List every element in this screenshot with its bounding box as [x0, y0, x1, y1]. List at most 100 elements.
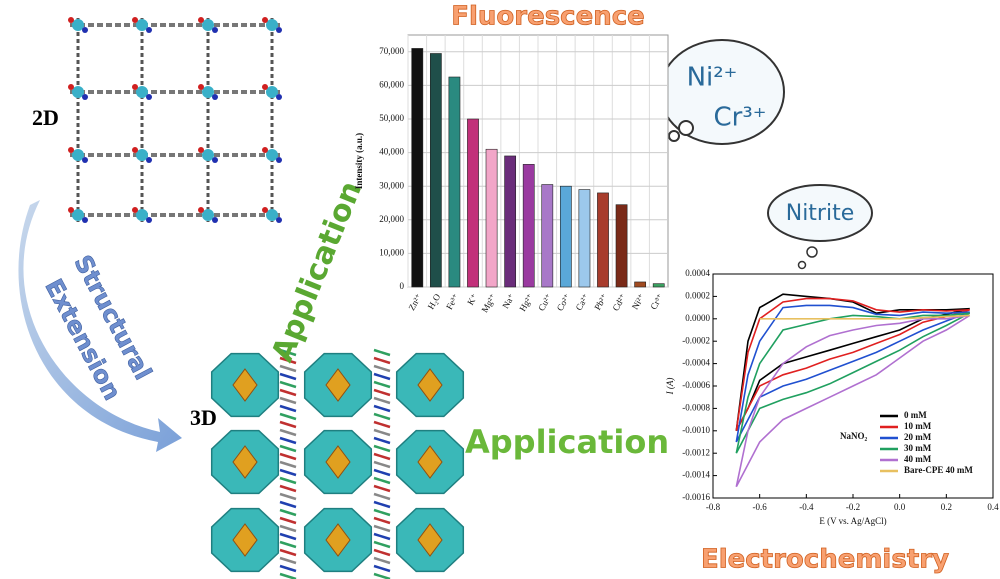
cv-curve: [735, 304, 970, 443]
legend-label: Bare-CPE 40 mM: [904, 465, 973, 475]
oxygen: [198, 207, 204, 213]
ligand: [279, 484, 297, 493]
oxygen: [262, 207, 268, 213]
y-tick-label: 0.0004: [685, 268, 710, 278]
oxygen: [198, 147, 204, 153]
ligand: [279, 396, 297, 405]
ligand: [373, 484, 391, 493]
ligand: [373, 412, 391, 421]
legend: [876, 408, 986, 480]
electrochemistry-chart: -0.8 -0.6 -0.4 -0.2 0.0 0.2 0.4 -0.0016 -0.0014 -…: [665, 268, 999, 575]
y-tick-label: 40,000: [379, 147, 404, 157]
x-tick-label: Ni²⁺: [630, 292, 647, 311]
nitrogen: [276, 217, 282, 223]
nitrogen: [146, 157, 152, 163]
nitrite-label: Nitrite: [786, 201, 855, 226]
ligand: [279, 492, 297, 501]
x-tick-label: K⁺: [465, 292, 479, 307]
ligand: [279, 468, 297, 477]
metal-node: [72, 209, 84, 221]
ligand: [279, 348, 297, 357]
ligand: [373, 404, 391, 413]
ligand: [279, 356, 297, 365]
ligand: [373, 428, 391, 437]
ligand: [279, 436, 297, 445]
y-tick-label: -0.0014: [682, 470, 710, 480]
y-tick-label: 0.0002: [685, 290, 710, 300]
ligand: [373, 444, 391, 453]
metal-node: [202, 86, 214, 98]
x-tick-label: Hg²⁺: [517, 292, 535, 313]
ligand: [279, 460, 297, 469]
x-tick-label: 0.2: [941, 502, 952, 512]
x-tick-label: Co²⁺: [555, 292, 573, 313]
oxygen: [132, 17, 138, 23]
bar: [429, 53, 442, 288]
metal-node: [136, 19, 148, 31]
metal-node: [266, 149, 278, 161]
ligand: [279, 420, 297, 429]
ligand: [279, 572, 297, 579]
metal-node: [266, 86, 278, 98]
ligand: [373, 508, 391, 517]
metal-node: [202, 19, 214, 31]
ligand: [279, 556, 297, 565]
oxygen: [132, 207, 138, 213]
cloud-nitrite: [767, 184, 873, 270]
y-axis-label: Intensity (a.u.): [354, 133, 364, 189]
y-tick-label: -0.0004: [682, 358, 710, 368]
x-tick-label: Na⁺: [500, 292, 516, 310]
ligand: [373, 492, 391, 501]
bar: [467, 118, 479, 288]
metal-node: [136, 209, 148, 221]
x-axis-label: E (V vs. Ag/AgCl): [819, 516, 886, 526]
oxygen: [68, 147, 74, 153]
oxygen: [262, 84, 268, 90]
ligand: [279, 476, 297, 485]
ligand: [373, 572, 391, 579]
x-tick-label: Pb²⁺: [592, 292, 609, 312]
ligand: [373, 356, 391, 365]
metal-node: [72, 19, 84, 31]
legend-label: 10 mM: [904, 421, 932, 431]
ligand: [373, 564, 391, 573]
ligand: [373, 524, 391, 533]
core: [232, 445, 258, 479]
x-tick-label: Cu²⁺: [536, 292, 554, 313]
legend-label: 40 mM: [904, 454, 932, 464]
nitrogen: [82, 27, 88, 33]
core: [325, 523, 351, 557]
y-tick-label: -0.0006: [682, 380, 710, 390]
cv-curve: [759, 314, 970, 320]
ligand: [279, 372, 297, 381]
ion-label: Cr³⁺: [714, 103, 767, 133]
nitrogen: [212, 27, 218, 33]
cv-curve: [735, 297, 970, 432]
oxygen: [198, 84, 204, 90]
bar: [615, 204, 628, 288]
oxygen: [132, 147, 138, 153]
ligand: [279, 500, 297, 509]
x-tick-label: -0.8: [706, 502, 721, 512]
core: [417, 368, 443, 402]
y-tick-label: 60,000: [379, 79, 404, 89]
metal-node: [266, 209, 278, 221]
bar: [411, 48, 424, 288]
x-tick-label: -0.2: [846, 502, 860, 512]
ligand: [279, 444, 297, 453]
y-axis-label: I (A): [665, 378, 675, 396]
y-tick-label: -0.0016: [682, 492, 710, 502]
core: [417, 445, 443, 479]
charts: 0 10,000 20,000 30,000 40,000 50,000 60,000 70,…: [354, 1, 999, 575]
x-tick-label: Cr³⁺: [648, 292, 665, 311]
ligand: [279, 380, 297, 389]
nitrogen: [276, 94, 282, 100]
label-application: Application: [265, 176, 369, 367]
label-2d: 2D: [32, 105, 59, 130]
y-tick-label: 10,000: [379, 247, 404, 257]
ligand: [279, 428, 297, 437]
ligand: [373, 540, 391, 549]
ligand: [373, 516, 391, 525]
